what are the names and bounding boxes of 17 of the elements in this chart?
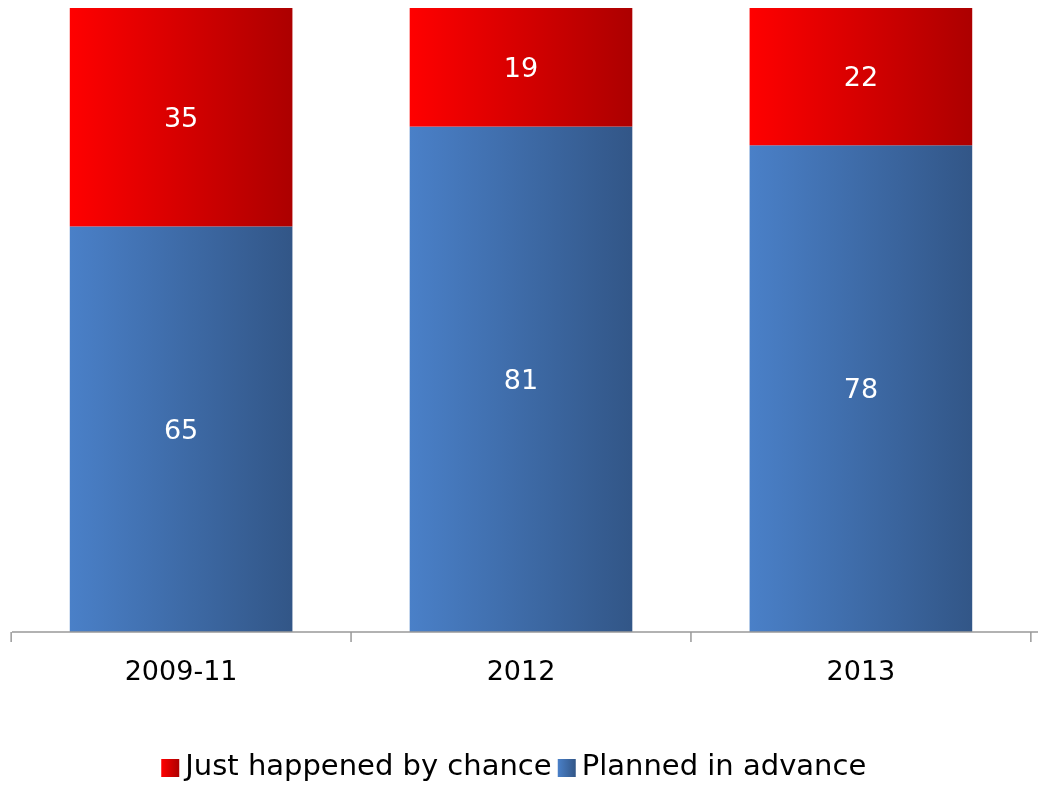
bar <box>749 8 973 146</box>
x-tick-label: 2012 <box>486 655 556 686</box>
data-label: 78 <box>843 373 879 405</box>
data-label: 22 <box>843 61 879 93</box>
bar <box>749 145 973 632</box>
bar <box>409 8 633 127</box>
data-label: 19 <box>503 51 539 83</box>
x-tick-label: 2009-11 <box>124 655 238 686</box>
legend-label: Planned in advance <box>581 748 867 782</box>
bar <box>69 8 293 227</box>
bar <box>69 226 293 632</box>
x-tick-label: 2013 <box>826 655 896 686</box>
data-label: 35 <box>163 101 199 133</box>
legend-label: Just happened by chance <box>183 748 552 782</box>
bar <box>409 126 633 632</box>
data-label: 65 <box>163 413 199 445</box>
data-label: 81 <box>503 363 539 395</box>
